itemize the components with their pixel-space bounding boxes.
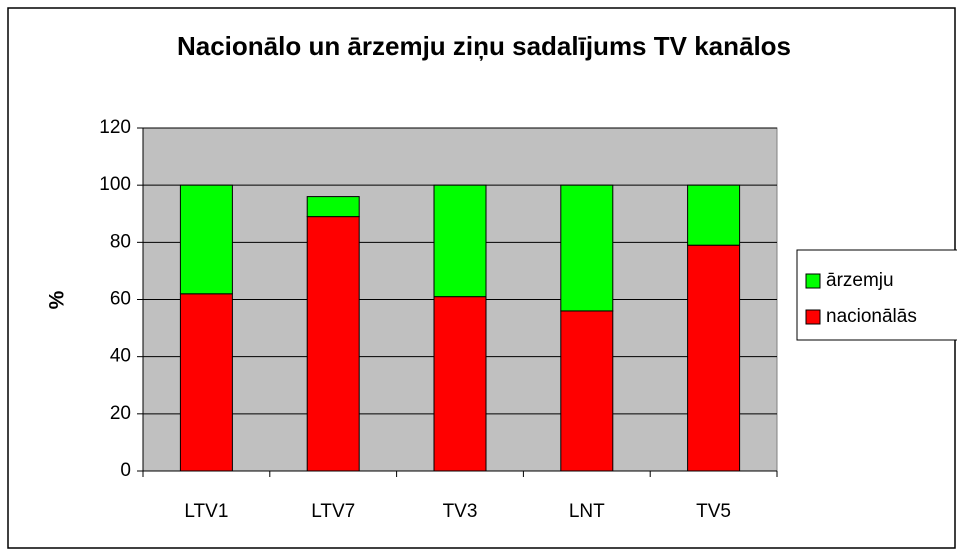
y-tick-label: 60 [110, 289, 131, 310]
y-tick-label: 120 [99, 117, 131, 138]
bar-segment [179, 184, 233, 295]
y-tick-label: 20 [110, 403, 131, 424]
bar-segment [687, 184, 741, 246]
y-tick-label: 80 [110, 231, 131, 252]
bar-segment [560, 184, 614, 312]
legend-swatch [805, 309, 821, 325]
y-axis-label: % [46, 290, 69, 309]
y-tick-label: 40 [110, 346, 131, 367]
x-tick-label: LTV7 [311, 501, 355, 522]
x-tick-label: TV3 [443, 501, 478, 522]
legend-label: nacionālās [826, 306, 917, 327]
legend-swatch [805, 273, 821, 289]
bar-segment [433, 184, 487, 298]
chart-title: Nacionālo un ārzemju ziņu sadalījums TV … [177, 31, 791, 61]
legend-box [796, 249, 957, 341]
bar-segment [687, 244, 741, 472]
bar-segment [433, 296, 487, 472]
y-tick-label: 100 [99, 174, 131, 195]
bar-segment [560, 310, 614, 472]
y-tick-label: 0 [120, 460, 131, 481]
legend-label: ārzemju [826, 270, 894, 291]
bar-segment [179, 293, 233, 472]
bar-segment [306, 216, 360, 472]
x-tick-label: LTV1 [184, 501, 228, 522]
x-tick-label: TV5 [696, 501, 731, 522]
x-tick-label: LNT [569, 501, 605, 522]
bar-segment [306, 196, 360, 218]
